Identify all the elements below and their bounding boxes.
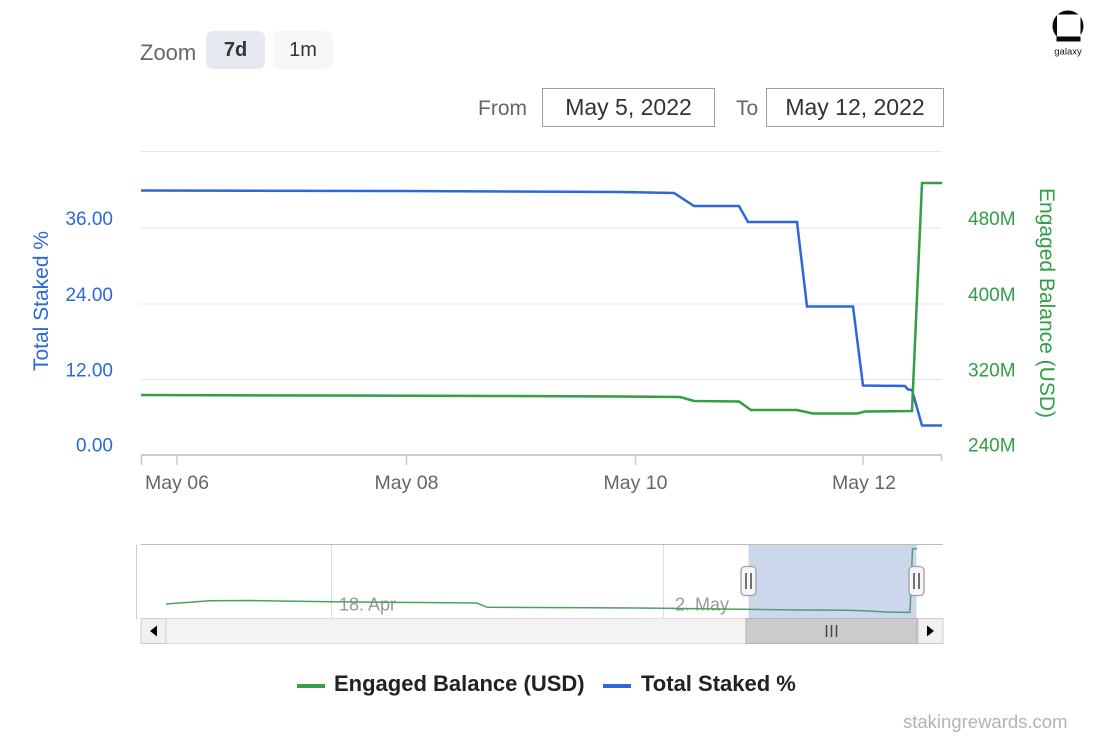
svg-text:Total Staked %: Total Staked % — [641, 671, 796, 696]
svg-text:320M: 320M — [968, 360, 1016, 381]
svg-text:May 12: May 12 — [832, 472, 896, 494]
svg-text:2. May: 2. May — [675, 595, 729, 615]
svg-text:Engaged Balance (USD): Engaged Balance (USD) — [334, 671, 585, 696]
svg-text:galaxy: galaxy — [1054, 47, 1082, 58]
svg-text:May 08: May 08 — [375, 472, 439, 494]
svg-text:0.00: 0.00 — [76, 435, 113, 456]
svg-text:24.00: 24.00 — [65, 285, 113, 306]
svg-text:240M: 240M — [968, 435, 1016, 456]
svg-text:May 10: May 10 — [604, 472, 668, 494]
svg-text:stakingrewards.com: stakingrewards.com — [903, 711, 1068, 732]
svg-text:36.00: 36.00 — [65, 209, 113, 230]
svg-text:12.00: 12.00 — [65, 360, 113, 381]
svg-text:May 06: May 06 — [145, 472, 209, 494]
svg-text:480M: 480M — [968, 209, 1016, 230]
svg-text:Engaged Balance (USD): Engaged Balance (USD) — [1035, 188, 1058, 418]
svg-text:Total Staked %: Total Staked % — [30, 231, 53, 371]
svg-text:18. Apr: 18. Apr — [339, 595, 396, 615]
svg-text:400M: 400M — [968, 285, 1016, 306]
